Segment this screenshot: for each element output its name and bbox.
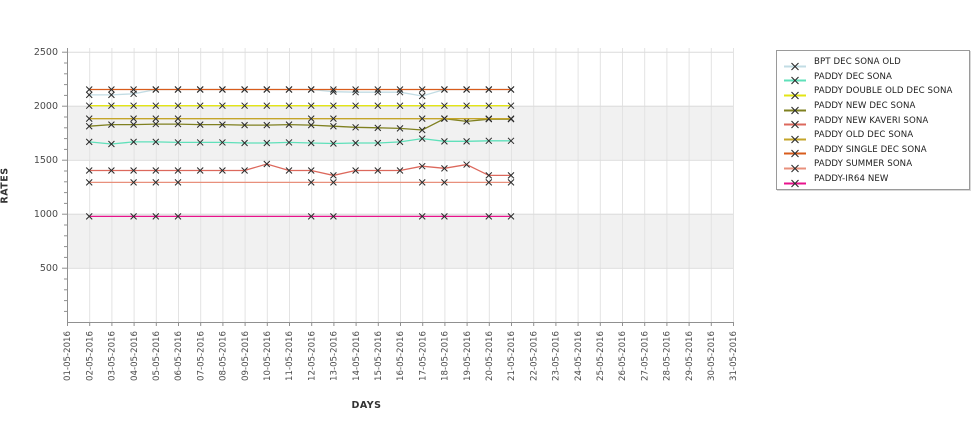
legend-label: PADDY SINGLE DEC SONA xyxy=(814,144,927,155)
line-x-marker-icon xyxy=(782,159,808,173)
legend-label: PADDY SUMMER SONA xyxy=(814,159,913,170)
line-x-marker-icon xyxy=(782,101,808,114)
line-x-marker-icon xyxy=(782,57,808,71)
svg-text:05-05-2016: 05-05-2016 xyxy=(152,331,162,381)
svg-text:22-05-2016: 22-05-2016 xyxy=(529,331,539,381)
svg-text:20-05-2016: 20-05-2016 xyxy=(485,331,495,381)
series-line-paddy-new-dec-sona xyxy=(89,118,511,131)
legend-item-paddy-double-old-dec-sona: PADDY DOUBLE OLD DEC SONA xyxy=(782,84,965,100)
legend-item-paddy-ir64-new: PADDY-IR64 NEW xyxy=(782,172,965,187)
svg-text:06-05-2016: 06-05-2016 xyxy=(174,331,184,381)
legend: BPT DEC SONA OLD PADDY DEC SONA PADDY DOUB… xyxy=(776,50,970,191)
svg-text:14-05-2016: 14-05-2016 xyxy=(352,331,362,381)
legend-item-paddy-old-dec-sona: PADDY OLD DEC SONA xyxy=(782,128,965,144)
svg-text:500: 500 xyxy=(40,263,58,274)
line-x-marker-icon xyxy=(782,86,808,100)
svg-text:1500: 1500 xyxy=(34,155,58,166)
svg-text:18-05-2016: 18-05-2016 xyxy=(441,331,451,381)
svg-text:28-05-2016: 28-05-2016 xyxy=(663,331,673,381)
legend-item-paddy-new-dec-sona: PADDY NEW DEC SONA xyxy=(782,99,965,114)
svg-text:26-05-2016: 26-05-2016 xyxy=(618,331,628,381)
series-line-bpt-dec-sona-old xyxy=(89,88,511,97)
legend-item-paddy-new-kaveri-sona: PADDY NEW KAVERI SONA xyxy=(782,113,965,129)
series-markers-paddy-double-old-dec-sona xyxy=(85,102,515,110)
svg-text:08-05-2016: 08-05-2016 xyxy=(219,331,229,381)
series-markers-paddy-new-dec-sona xyxy=(85,115,515,134)
svg-text:10-05-2016: 10-05-2016 xyxy=(263,331,273,381)
legend-label: PADDY OLD DEC SONA xyxy=(814,130,914,141)
legend-label: BPT DEC SONA OLD xyxy=(814,57,901,68)
svg-text:01-05-2016: 01-05-2016 xyxy=(63,331,73,381)
series-line-paddy-dec-sona xyxy=(89,137,511,145)
svg-text:29-05-2016: 29-05-2016 xyxy=(685,331,695,381)
svg-text:25-05-2016: 25-05-2016 xyxy=(596,331,606,381)
legend-label: PADDY-IR64 NEW xyxy=(814,174,889,185)
svg-text:1000: 1000 xyxy=(34,209,58,220)
legend-item-paddy-summer-sona: PADDY SUMMER SONA xyxy=(782,157,965,173)
svg-text:11-05-2016: 11-05-2016 xyxy=(285,331,295,381)
legend-item-paddy-dec-sona: PADDY DEC SONA xyxy=(782,70,965,85)
series-markers-bpt-dec-sona-old xyxy=(85,86,515,100)
svg-text:31-05-2016: 31-05-2016 xyxy=(729,331,739,381)
series-line-paddy-new-kaveri-sona xyxy=(89,163,511,177)
svg-text:13-05-2016: 13-05-2016 xyxy=(330,331,340,381)
line-x-marker-icon xyxy=(782,130,808,144)
legend-label: PADDY DEC SONA xyxy=(814,71,892,82)
legend-item-bpt-dec-sona-old: BPT DEC SONA OLD xyxy=(782,55,965,71)
svg-text:21-05-2016: 21-05-2016 xyxy=(507,331,517,381)
x-axis-title: DAYS xyxy=(351,400,382,411)
legend-label: PADDY DOUBLE OLD DEC SONA xyxy=(814,86,953,97)
line-x-marker-icon xyxy=(782,115,808,129)
svg-text:02-05-2016: 02-05-2016 xyxy=(85,331,95,381)
svg-text:2500: 2500 xyxy=(34,47,58,58)
line-x-marker-icon xyxy=(782,174,808,187)
svg-text:2000: 2000 xyxy=(34,101,58,112)
series-markers-paddy-new-kaveri-sona xyxy=(85,160,515,179)
svg-text:03-05-2016: 03-05-2016 xyxy=(108,331,118,381)
series-markers-paddy-summer-sona xyxy=(85,179,515,186)
svg-text:07-05-2016: 07-05-2016 xyxy=(196,331,206,381)
series-markers-paddy-old-dec-sona xyxy=(85,115,515,123)
svg-text:19-05-2016: 19-05-2016 xyxy=(463,331,473,381)
svg-text:12-05-2016: 12-05-2016 xyxy=(307,331,317,381)
svg-text:27-05-2016: 27-05-2016 xyxy=(640,331,650,381)
series-markers-paddy-ir64-new xyxy=(85,213,515,220)
svg-text:30-05-2016: 30-05-2016 xyxy=(707,331,717,381)
legend-label: PADDY NEW DEC SONA xyxy=(814,101,916,112)
svg-text:04-05-2016: 04-05-2016 xyxy=(130,331,140,381)
axis-ticks xyxy=(62,51,734,326)
line-x-marker-icon xyxy=(782,71,808,85)
y-axis-title: RATES xyxy=(0,167,11,204)
line-x-marker-icon xyxy=(782,144,808,158)
y-tick-labels: 500 1000 1500 2000 2500 xyxy=(34,47,58,274)
series-markers-paddy-dec-sona xyxy=(85,135,515,148)
legend-label: PADDY NEW KAVERI SONA xyxy=(814,115,929,126)
svg-text:24-05-2016: 24-05-2016 xyxy=(574,331,584,381)
svg-text:15-05-2016: 15-05-2016 xyxy=(374,331,384,381)
svg-text:16-05-2016: 16-05-2016 xyxy=(396,331,406,381)
series-markers-paddy-single-dec-sona xyxy=(85,86,515,93)
x-tick-labels: 01-05-2016 02-05-2016 03-05-2016 04-05-2016… xyxy=(63,331,739,381)
vertical-gridlines xyxy=(67,48,734,322)
svg-text:09-05-2016: 09-05-2016 xyxy=(241,331,251,381)
svg-text:23-05-2016: 23-05-2016 xyxy=(552,331,562,381)
svg-text:17-05-2016: 17-05-2016 xyxy=(418,331,428,381)
legend-item-paddy-single-dec-sona: PADDY SINGLE DEC SONA xyxy=(782,143,965,158)
